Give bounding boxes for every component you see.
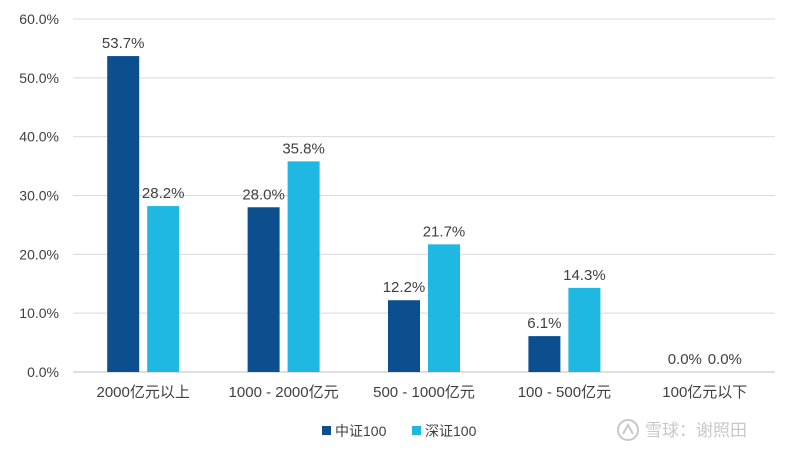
y-tick-label: 50.0% xyxy=(19,70,59,86)
y-tick-label: 60.0% xyxy=(19,11,59,27)
y-axis: 0.0% 10.0% 20.0% 30.0% 40.0% 50.0% 60.0% xyxy=(19,11,775,380)
data-labels: 53.7% 28.2% 28.0% 35.8% 12.2% 21.7% 6.1% 14.3% 0… xyxy=(102,35,742,368)
bar xyxy=(568,287,601,372)
y-tick-label: 20.0% xyxy=(19,246,59,262)
data-label: 0.0% xyxy=(708,351,742,368)
bar xyxy=(107,56,140,372)
bar xyxy=(247,207,280,372)
x-tick-label: 2000亿元以上 xyxy=(97,384,190,401)
bar xyxy=(428,244,460,372)
snowball-logo-icon xyxy=(617,419,639,441)
y-tick-label: 10.0% xyxy=(19,305,59,321)
y-tick-label: 30.0% xyxy=(19,188,59,204)
watermark-text: 雪球：谢照田 xyxy=(645,421,747,441)
data-label: 28.2% xyxy=(142,185,185,202)
x-tick-label: 100 - 500亿元 xyxy=(518,384,611,401)
data-label: 28.0% xyxy=(242,186,285,203)
bar xyxy=(287,161,320,372)
legend-label: 深证100 xyxy=(425,423,477,439)
bar xyxy=(147,206,180,372)
data-label: 0.0% xyxy=(668,351,702,368)
legend: 中证100 深证100 xyxy=(322,423,477,439)
watermark: 雪球：谢照田 xyxy=(617,419,747,441)
data-label: 6.1% xyxy=(527,315,561,332)
bars xyxy=(107,56,601,372)
legend-swatch xyxy=(412,426,421,435)
data-label: 12.2% xyxy=(383,279,426,296)
data-label: 53.7% xyxy=(102,35,145,52)
legend-swatch xyxy=(322,426,331,435)
x-tick-label: 500 - 1000亿元 xyxy=(373,384,475,401)
data-label: 21.7% xyxy=(423,223,466,240)
y-tick-label: 40.0% xyxy=(19,129,59,145)
x-tick-label: 1000 - 2000亿元 xyxy=(229,384,339,401)
gridlines xyxy=(73,18,775,314)
data-label: 35.8% xyxy=(282,140,325,157)
x-axis: 2000亿元以上 1000 - 2000亿元 500 - 1000亿元 100 - 5… xyxy=(97,384,748,401)
x-tick-label: 100亿元以下 xyxy=(662,384,747,401)
bar xyxy=(388,300,420,372)
y-tick-label: 0.0% xyxy=(27,364,59,380)
data-label: 14.3% xyxy=(563,267,606,284)
bar xyxy=(528,336,561,372)
legend-label: 中证100 xyxy=(335,423,387,439)
